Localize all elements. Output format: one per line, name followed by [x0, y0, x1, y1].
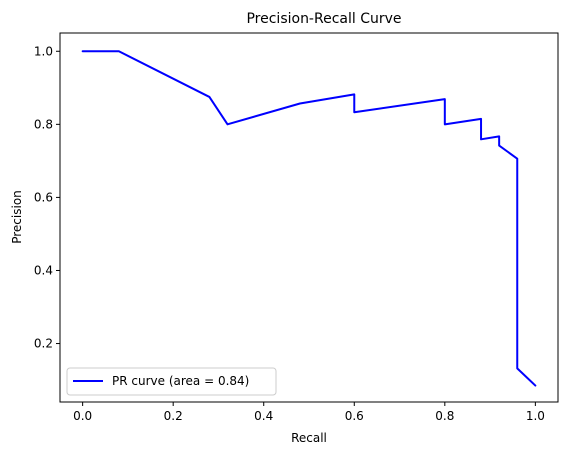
chart-title: Precision-Recall Curve: [246, 11, 401, 27]
legend: PR curve (area = 0.84): [66, 367, 277, 396]
y-tick-label: 0.2: [34, 337, 53, 351]
y-tick-label: 0.6: [34, 190, 53, 204]
legend-label: PR curve (area = 0.84): [112, 374, 249, 388]
pr-curve-line: [81, 50, 537, 387]
y-tick-label: 1.0: [34, 44, 53, 58]
axes-frame: [59, 32, 559, 403]
x-tick-label: 0.0: [73, 409, 92, 423]
x-axis-label: Recall: [291, 431, 327, 445]
y-axis-label: Precision: [10, 190, 24, 244]
legend-box: [66, 367, 277, 396]
x-tick-label: 0.6: [345, 409, 364, 423]
y-tick-label: 0.8: [34, 117, 53, 131]
x-tick-label: 0.8: [435, 409, 454, 423]
y-tick-label: 0.4: [34, 263, 53, 277]
x-tick-label: 0.2: [164, 409, 183, 423]
plot-area: 0.0 0.2 0.4 0.6 0.8 1.0 0.2 0.4 0.6 0.8 1.0: [34, 44, 545, 423]
x-tick-label: 1.0: [526, 409, 545, 423]
x-tick-label: 0.4: [254, 409, 273, 423]
